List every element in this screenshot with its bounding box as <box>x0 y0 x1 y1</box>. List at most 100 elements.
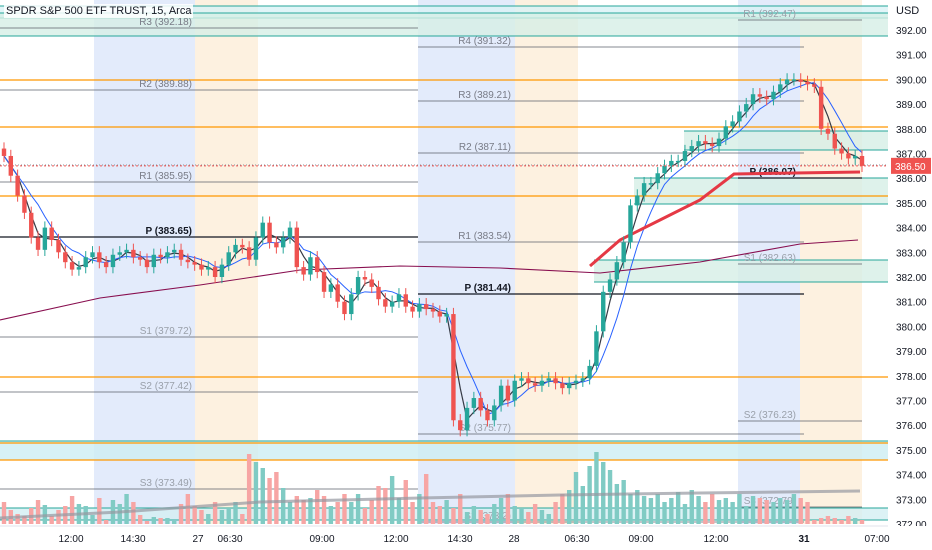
candle <box>846 147 851 165</box>
candle-body <box>308 257 313 275</box>
candle <box>178 243 184 266</box>
pivot-label-5: S2 (377.42) <box>140 381 192 392</box>
volume-bar <box>458 494 463 524</box>
volume-bar <box>376 486 381 524</box>
candle <box>812 78 817 93</box>
candle <box>369 273 374 294</box>
time-tick-label: 12:00 <box>383 534 408 545</box>
candle <box>744 97 749 118</box>
volume-bar <box>859 520 865 524</box>
volume-bar <box>669 498 674 524</box>
candle-body <box>846 153 851 159</box>
candle-body <box>709 143 715 147</box>
candle <box>750 88 756 111</box>
volume-bar <box>628 494 633 524</box>
candle <box>546 372 551 387</box>
candle <box>451 307 456 427</box>
volume-bar <box>335 502 340 524</box>
volume-bar <box>818 518 824 524</box>
volume-bar <box>233 502 238 524</box>
candle <box>206 260 211 276</box>
candle <box>444 307 449 323</box>
candle-body <box>703 141 708 144</box>
candle-body <box>798 79 803 82</box>
candle <box>437 305 443 323</box>
candle-body <box>532 383 538 386</box>
volume-bar <box>696 496 701 524</box>
candle-body <box>389 301 395 307</box>
price-tick-label: 387.00 <box>896 150 927 161</box>
candle <box>362 270 368 286</box>
volume-bar <box>546 514 551 524</box>
candle-body <box>771 91 776 100</box>
candle <box>703 134 708 150</box>
candle-body <box>430 309 436 312</box>
volume-bar <box>852 518 858 524</box>
volume-bar <box>478 510 483 524</box>
candle-body <box>172 249 177 253</box>
pivot-label-11: P (381.44) <box>464 283 511 294</box>
pivot-label-14: R1 (392.47) <box>743 9 796 20</box>
candle <box>396 288 402 308</box>
candle <box>587 359 592 385</box>
price-tick-label: 390.00 <box>896 75 927 86</box>
candle <box>342 295 347 321</box>
candle <box>1 142 7 163</box>
time-axis: 12:00 14:30 27 06:30 09:00 12:00 14:30 28 06:30 0… <box>0 525 932 550</box>
pivot-label-9: R2 (387.11) <box>459 142 511 153</box>
candle <box>471 391 477 415</box>
candle-body <box>301 267 306 275</box>
candle <box>771 85 776 106</box>
pivot-label-7: R4 (391.32) <box>458 36 511 47</box>
candle <box>63 246 68 269</box>
candle <box>240 238 245 254</box>
volume-bar <box>199 510 204 524</box>
volume-bar <box>594 452 599 524</box>
volume-bar <box>839 520 844 524</box>
candle-body <box>832 133 837 149</box>
candle-body <box>267 222 272 243</box>
volume-bar <box>498 498 504 524</box>
candle-body <box>355 277 361 295</box>
volume-bar <box>246 454 252 524</box>
candle-body <box>805 81 810 85</box>
volume-bar <box>369 500 374 524</box>
time-tick-label: 12:00 <box>58 534 83 545</box>
volume-bar <box>90 515 95 524</box>
candle-body <box>689 146 694 152</box>
candle <box>410 300 415 318</box>
candle <box>485 404 490 427</box>
volume-bar <box>15 514 20 524</box>
candle-body <box>750 94 756 105</box>
candle <box>15 169 20 202</box>
candle <box>716 132 722 153</box>
candle-body <box>90 252 95 258</box>
candle-body <box>635 195 640 206</box>
price-tick-label: 373.00 <box>896 495 927 506</box>
candles[interactable] <box>1 73 865 437</box>
candle-body <box>423 304 429 310</box>
candle <box>852 149 858 165</box>
candle <box>526 372 531 390</box>
candle-body <box>199 264 204 270</box>
candle-body <box>15 175 20 196</box>
price-tick-label: 380.00 <box>896 322 927 333</box>
candle <box>764 90 769 106</box>
volume-bar <box>553 502 558 524</box>
volume-average-line <box>0 489 861 520</box>
zone-4 <box>684 131 888 150</box>
candle-body <box>1 148 7 156</box>
volume-bar <box>573 472 579 524</box>
volume-bar <box>260 468 265 524</box>
candle <box>430 302 436 318</box>
volume-bar <box>349 502 354 524</box>
volume-bar <box>805 502 810 524</box>
volume-bar <box>417 494 422 524</box>
candle <box>512 374 517 407</box>
candle-body <box>206 267 211 270</box>
candle-body <box>212 267 218 277</box>
volume-bar <box>403 480 408 524</box>
price-tick-label: 382.00 <box>896 273 927 284</box>
candle-body <box>63 252 68 263</box>
